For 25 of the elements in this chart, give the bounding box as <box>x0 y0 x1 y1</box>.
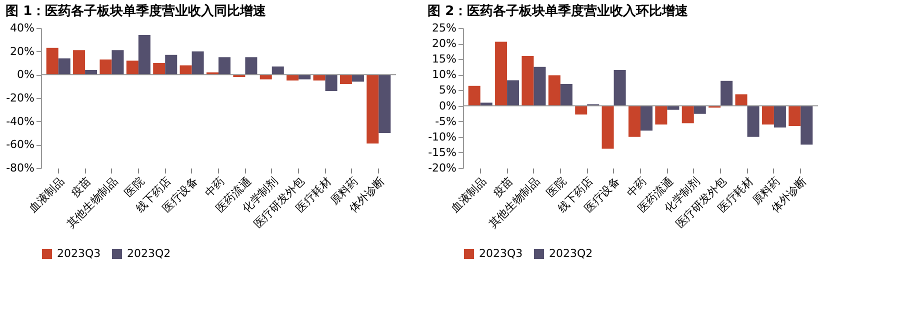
y-tick-label: 15% <box>432 52 456 66</box>
y-tick-label: -10% <box>428 130 456 144</box>
y-tick-label: -15% <box>428 146 456 159</box>
legend-label: 2023Q3 <box>57 247 101 260</box>
y-tick-label: 0% <box>17 68 34 82</box>
y-tick-label: 10% <box>432 68 456 82</box>
y-tick-label: 40% <box>10 22 34 34</box>
chart-title: 图 1：医药各子板块单季度营业收入同比增速 <box>6 3 268 19</box>
y-tick-label: -40% <box>6 114 34 128</box>
y-tick-label: 20% <box>432 37 456 50</box>
y-tick-label: -5% <box>435 114 456 128</box>
y-tick-label: -60% <box>6 138 34 152</box>
y-tick-label: -20% <box>6 92 34 104</box>
x-tick-label: 血液制品 <box>26 174 67 216</box>
y-tick-label: -20% <box>428 162 456 174</box>
y-tick-label: 25% <box>432 22 456 34</box>
y-tick-label: 5% <box>439 84 456 97</box>
y-tick-label: -80% <box>6 162 34 174</box>
legend-label: 2023Q2 <box>127 247 171 260</box>
x-tick-label: 血液制品 <box>448 174 489 216</box>
y-tick-label: 0% <box>439 99 456 112</box>
y-tick-label: 20% <box>10 44 34 58</box>
legend-label: 2023Q2 <box>549 247 593 260</box>
chart-title: 图 2：医药各子板块单季度营业收入环比增速 <box>428 3 690 19</box>
legend-label: 2023Q3 <box>479 247 523 260</box>
